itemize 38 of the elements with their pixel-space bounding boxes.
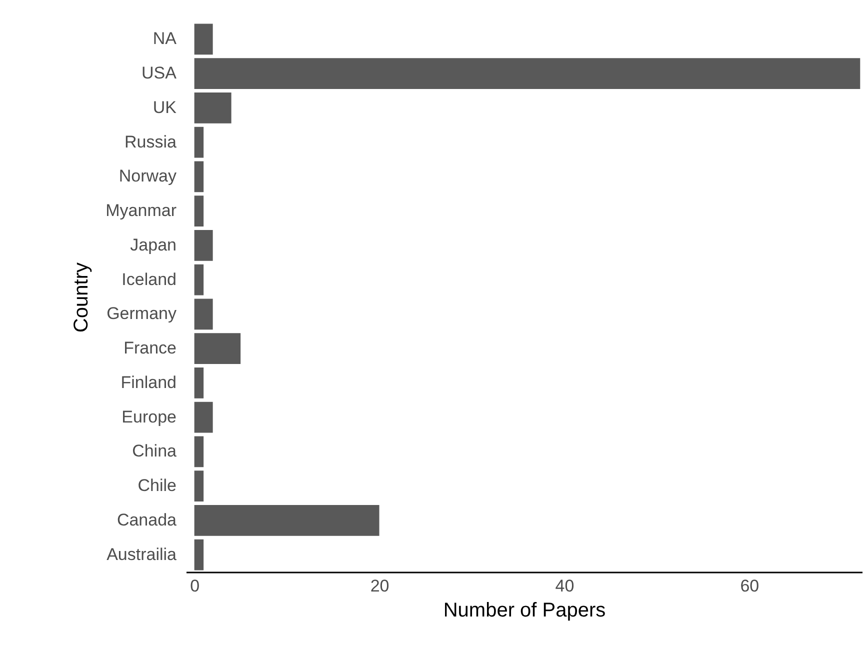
x-tick-label: 0 xyxy=(190,576,200,596)
bar xyxy=(194,436,204,468)
y-tick-label: Japan xyxy=(130,235,176,254)
y-tick-label: USA xyxy=(142,64,178,83)
bar xyxy=(194,92,232,124)
bar xyxy=(194,470,204,502)
bar xyxy=(194,264,204,296)
bar xyxy=(194,24,213,55)
bar xyxy=(194,126,204,158)
y-tick-label: Canada xyxy=(116,510,178,530)
y-tick-label: Austrailia xyxy=(106,544,178,564)
x-axis-title: Number of Papers xyxy=(443,600,606,622)
y-tick-label: Germany xyxy=(106,304,177,324)
y-tick-label: France xyxy=(124,338,176,358)
bar xyxy=(194,230,213,261)
y-tick-label: Iceland xyxy=(122,270,176,289)
y-tick-label: Finland xyxy=(120,372,176,392)
y-tick-label: Russia xyxy=(124,132,178,152)
y-tick-label: NA xyxy=(152,29,178,48)
y-tick-label: Chile xyxy=(138,476,176,496)
x-tick-label: 40 xyxy=(555,576,574,596)
y-tick-label: Europe xyxy=(122,407,176,426)
bar xyxy=(194,161,204,192)
bar xyxy=(194,367,204,398)
bar xyxy=(194,539,204,570)
bar xyxy=(194,196,204,227)
bar xyxy=(194,504,380,536)
bar xyxy=(194,402,213,433)
y-tick-label: UK xyxy=(152,98,178,117)
y-tick-label: Myanmar xyxy=(106,201,177,220)
y-tick-label: Norway xyxy=(118,166,177,186)
bar xyxy=(194,58,860,90)
x-tick-label: 20 xyxy=(370,576,390,596)
bar xyxy=(194,298,213,330)
y-axis-title: Country xyxy=(70,262,93,333)
x-tick-label: 60 xyxy=(740,576,760,596)
bar xyxy=(194,333,241,364)
y-tick-label: China xyxy=(132,442,178,461)
